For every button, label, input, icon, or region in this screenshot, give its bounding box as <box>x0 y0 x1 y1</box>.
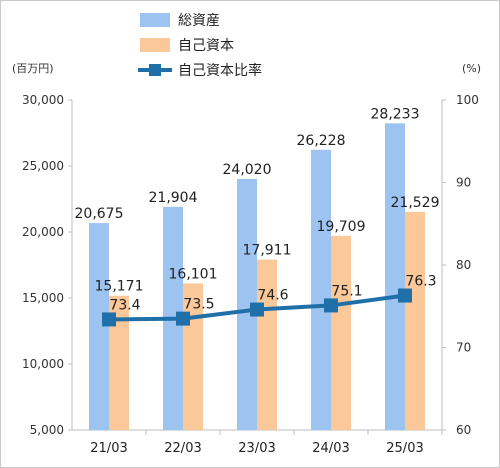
category-label: 23/03 <box>238 441 275 456</box>
bar-equity <box>109 295 129 430</box>
left-tick-label: 15,000 <box>22 291 64 305</box>
left-tick-label: 20,000 <box>22 225 64 239</box>
category-label: 22/03 <box>164 441 201 456</box>
bar-total-assets <box>89 223 109 430</box>
equity-value-label: 21,529 <box>391 195 440 211</box>
data-labels: 20,675 15,171 73.4 21,904 16,101 73.5 24,020 17… <box>75 106 440 313</box>
bar-equity <box>331 235 351 430</box>
equity-ratio-marker <box>398 288 412 303</box>
category-label: 21/03 <box>90 441 127 456</box>
right-tick-label: 100 <box>456 93 479 107</box>
right-tick-label: 90 <box>456 176 471 190</box>
total-assets-value-label: 24,020 <box>223 162 272 178</box>
equity-value-label: 15,171 <box>95 279 144 295</box>
right-tick-label: 70 <box>456 341 471 355</box>
equity-ratio-value-label: 74.6 <box>257 288 288 304</box>
left-axis-unit: (百万円) <box>12 62 54 75</box>
left-axis-ticks: 5,000 10,000 15,000 20,000 25,000 30,000 <box>22 93 72 437</box>
equity-ratio-marker <box>324 298 338 313</box>
equity-ratio-value-label: 73.4 <box>109 297 140 313</box>
bar-equity <box>405 211 425 430</box>
bar-total-assets <box>311 149 331 430</box>
equity-value-label: 19,709 <box>317 219 366 235</box>
total-assets-value-label: 28,233 <box>371 106 420 122</box>
total-assets-value-label: 21,904 <box>149 190 198 206</box>
legend-label-equity-ratio: 自己資本比率 <box>178 62 262 79</box>
legend-label-total-assets: 総資産 <box>178 13 220 29</box>
equity-ratio-marker <box>176 311 190 326</box>
right-tick-label: 80 <box>456 258 471 272</box>
right-tick-label: 60 <box>456 423 471 437</box>
equity-value-label: 16,101 <box>169 266 218 282</box>
total-assets-value-label: 26,228 <box>297 133 346 149</box>
left-tick-label: 25,000 <box>22 159 64 173</box>
right-axis-ticks: 60 70 80 90 100 <box>442 93 479 437</box>
legend-swatch-total-assets <box>140 13 170 27</box>
legend-marker-equity-ratio <box>149 64 161 76</box>
category-label: 25/03 <box>386 441 423 456</box>
equity-ratio-marker <box>102 312 116 327</box>
bar-total-assets <box>385 123 405 430</box>
equity-ratio-line-series <box>102 288 412 327</box>
legend-swatch-equity <box>140 38 170 52</box>
legend: 総資産 自己資本 自己資本比率 <box>138 13 262 79</box>
category-label: 24/03 <box>312 441 349 456</box>
right-axis-unit: (%) <box>462 62 481 75</box>
equity-value-label: 17,911 <box>243 243 292 259</box>
equity-ratio-value-label: 76.3 <box>405 274 436 290</box>
bar-equity <box>257 259 277 430</box>
left-tick-label: 30,000 <box>22 93 64 107</box>
legend-label-equity: 自己資本 <box>178 38 234 54</box>
bar-total-assets <box>237 178 257 430</box>
left-tick-label: 10,000 <box>22 357 64 371</box>
left-tick-label: 5,000 <box>30 423 64 437</box>
equity-ratio-value-label: 73.5 <box>183 297 214 313</box>
equity-ratio-marker <box>250 302 264 317</box>
total-assets-value-label: 20,675 <box>75 206 124 222</box>
category-labels: 21/03 22/03 23/03 24/03 25/03 <box>90 441 423 456</box>
equity-ratio-value-label: 75.1 <box>331 283 362 299</box>
